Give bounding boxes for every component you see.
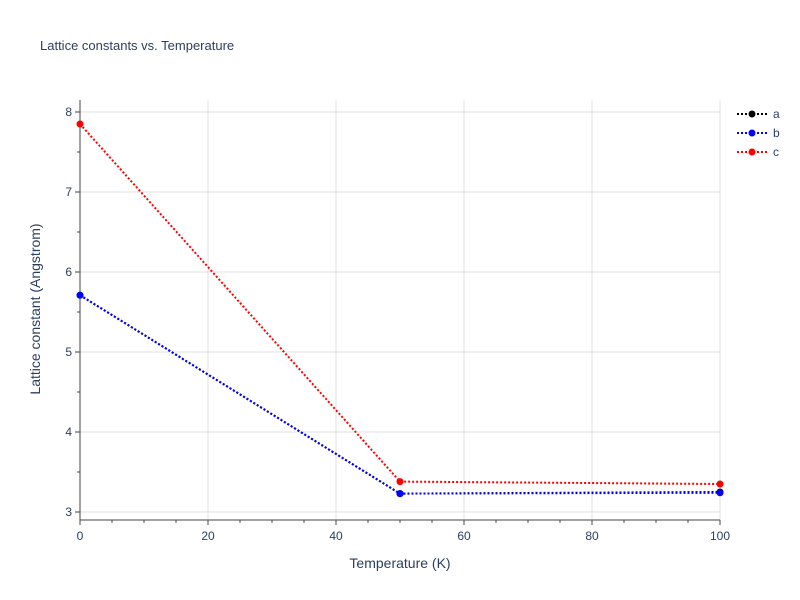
x-tick-label: 40 bbox=[329, 529, 343, 543]
legend-item-a[interactable]: a bbox=[737, 107, 780, 121]
y-tick-label: 6 bbox=[65, 265, 72, 279]
y-tick-label: 4 bbox=[65, 425, 72, 439]
y-tick-label: 5 bbox=[65, 345, 72, 359]
legend-label-b: b bbox=[773, 126, 780, 140]
chart-title: Lattice constants vs. Temperature bbox=[40, 38, 234, 53]
data-point-b bbox=[76, 291, 84, 299]
series-line-b bbox=[79, 294, 721, 495]
legend-item-b[interactable]: b bbox=[737, 126, 780, 140]
legend-marker-b bbox=[748, 129, 756, 137]
legend[interactable]: abc bbox=[737, 107, 780, 159]
data-point-c bbox=[396, 478, 404, 486]
x-tick-label: 60 bbox=[457, 529, 471, 543]
data-point-c bbox=[76, 120, 84, 128]
data-point-b bbox=[716, 489, 724, 497]
series-line-c bbox=[79, 123, 721, 485]
y-axis-title: Lattice constant (Angstrom) bbox=[27, 223, 43, 394]
y-tick-label: 3 bbox=[65, 505, 72, 519]
grid-layer bbox=[80, 100, 721, 520]
legend-item-c[interactable]: c bbox=[737, 145, 779, 159]
y-tick-label: 7 bbox=[65, 185, 72, 199]
x-tick-label: 0 bbox=[77, 529, 84, 543]
axis-layer: 0 20 40 60 80 100 3 4 5 6 7 8 bbox=[65, 100, 730, 543]
series-line-a bbox=[79, 294, 721, 495]
legend-label-c: c bbox=[773, 145, 779, 159]
series-layer bbox=[76, 120, 724, 498]
x-tick-label: 80 bbox=[585, 529, 599, 543]
legend-marker-c bbox=[748, 148, 756, 156]
y-tick-label: 8 bbox=[65, 105, 72, 119]
x-axis-title: Temperature (K) bbox=[349, 555, 450, 571]
x-tick-label: 100 bbox=[710, 529, 730, 543]
x-tick-label: 20 bbox=[201, 529, 215, 543]
legend-marker-a bbox=[748, 110, 756, 118]
data-point-b bbox=[396, 490, 404, 498]
data-point-c bbox=[716, 480, 724, 488]
legend-label-a: a bbox=[773, 107, 780, 121]
